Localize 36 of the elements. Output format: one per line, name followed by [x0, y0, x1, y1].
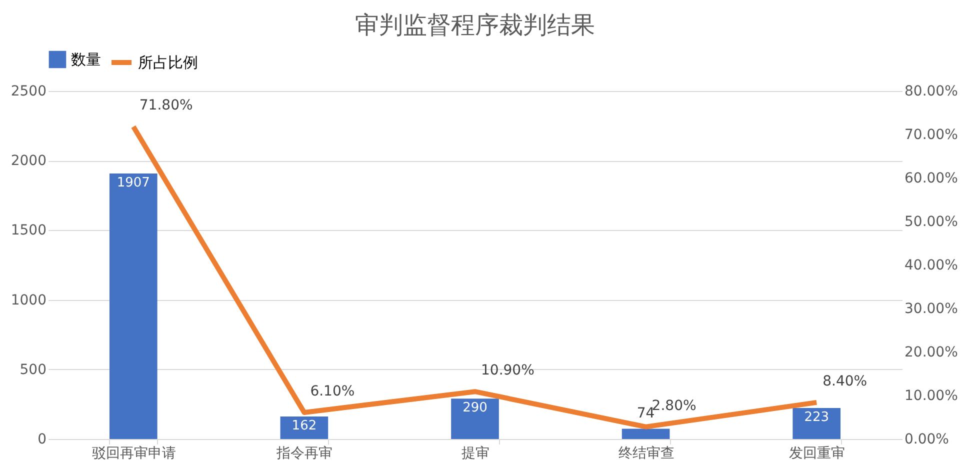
x-tick-label: 驳回再审申请	[92, 446, 176, 462]
y2-tick-label: 50.00%	[904, 214, 958, 230]
data-label: 8.40%	[822, 373, 868, 390]
x-tick-label: 发回重审	[789, 446, 846, 462]
y2-tick-label: 80.00%	[904, 84, 958, 100]
data-label: 223	[804, 410, 830, 425]
bar	[280, 416, 328, 439]
data-label: 71.80%	[139, 98, 193, 114]
data-label: 10.90%	[481, 362, 534, 379]
y2-tick-label: 40.00%	[904, 258, 958, 274]
y-tick-label: 1500	[10, 222, 46, 239]
x-tick-label: 提审	[462, 446, 490, 462]
bar	[451, 398, 499, 439]
bar	[792, 408, 841, 439]
data-label: 290	[462, 400, 488, 416]
chart-title: 审判监督程序裁判结果	[355, 11, 595, 39]
x-tick-label: 终结审查	[618, 446, 674, 462]
data-label: 162	[292, 418, 317, 434]
y2-tick-label: 10.00%	[904, 388, 958, 404]
bar	[622, 428, 670, 439]
y-tick-label: 0	[38, 432, 46, 448]
bar	[109, 174, 158, 439]
x-tick-label: 指令再审	[276, 446, 333, 462]
y-tick-label: 500	[20, 362, 46, 378]
y2-tick-label: 60.00%	[904, 170, 958, 186]
legend-label: 所占比例	[138, 54, 198, 72]
y-tick-label: 2000	[10, 153, 46, 170]
data-label: 1907	[116, 176, 150, 191]
y2-tick-label: 70.00%	[904, 127, 958, 143]
y2-tick-label: 0.00%	[904, 432, 949, 448]
y-tick-label: 1000	[10, 292, 46, 308]
y2-tick-label: 20.00%	[904, 344, 958, 360]
legend-label: 数量	[71, 50, 101, 68]
y2-tick-label: 30.00%	[904, 301, 958, 317]
y-tick-label: 2500	[10, 84, 46, 100]
data-label: 6.10%	[310, 383, 355, 400]
